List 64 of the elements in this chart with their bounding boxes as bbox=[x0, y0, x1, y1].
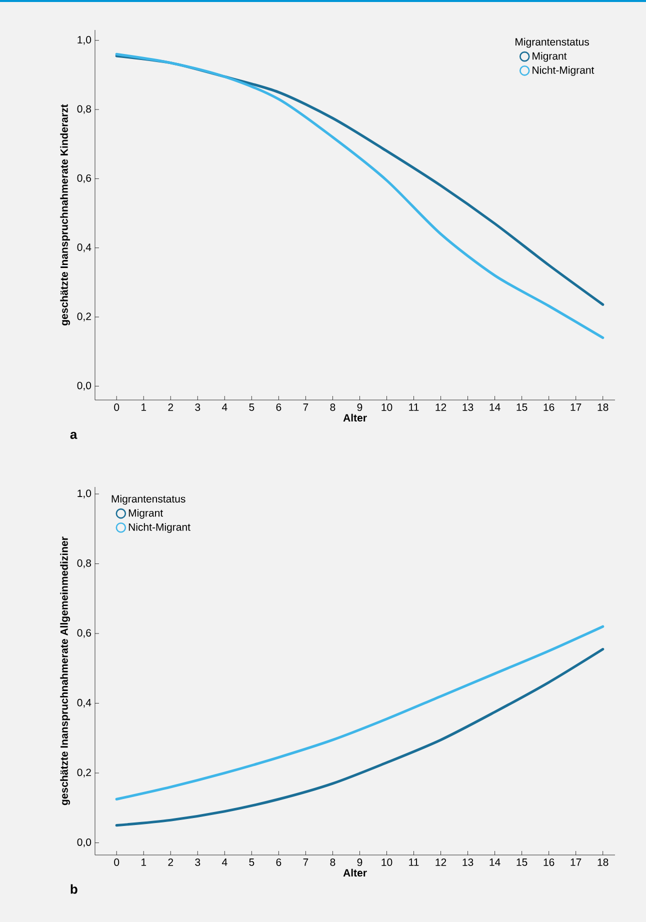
y-tick-label: 0,2 bbox=[77, 768, 91, 778]
y-tick-label: 1,0 bbox=[78, 36, 92, 45]
x-tick-label: 11 bbox=[409, 858, 419, 866]
y-tick-label: 0,8 bbox=[77, 105, 92, 114]
x-tick-label: 15 bbox=[516, 858, 528, 866]
legend-label: Migrant bbox=[128, 508, 163, 519]
x-tick-label: 6 bbox=[276, 858, 282, 866]
x-tick-label: 18 bbox=[598, 858, 608, 866]
x-tick-label: 7 bbox=[303, 858, 308, 866]
x-tick-label: 10 bbox=[382, 858, 392, 866]
x-tick-label: 12 bbox=[436, 404, 446, 411]
y-tick-label: 0,6 bbox=[77, 629, 92, 638]
text: a bbox=[70, 432, 78, 439]
x-tick-label: 7 bbox=[303, 404, 308, 411]
x-tick-label: 14 bbox=[490, 404, 500, 411]
x-tick-label: 9 bbox=[357, 404, 362, 411]
x-axis-title: Alter bbox=[343, 414, 367, 422]
x-tick-label: 13 bbox=[462, 404, 474, 411]
x-tick-label: 5 bbox=[249, 858, 254, 866]
x-tick-label: 8 bbox=[330, 404, 336, 411]
x-tick-label: 9 bbox=[357, 858, 362, 866]
x-tick-label: 2 bbox=[168, 404, 174, 411]
x-tick-label: 1 bbox=[142, 404, 146, 411]
x-tick-label: 0 bbox=[114, 404, 120, 411]
line-series bbox=[115, 648, 604, 827]
x-tick-label: 4 bbox=[222, 404, 228, 411]
x-tick-label: 13 bbox=[462, 858, 474, 866]
legend-title: Migrantenstatus bbox=[516, 38, 590, 48]
x-tick-label: 8 bbox=[330, 858, 336, 866]
legend-label: Migrant bbox=[532, 52, 567, 62]
x-tick-label: 15 bbox=[516, 404, 528, 411]
text: b bbox=[70, 884, 78, 894]
line-series bbox=[115, 625, 604, 800]
x-tick-label: 11 bbox=[409, 404, 419, 411]
y-tick-label: 0,6 bbox=[77, 174, 92, 184]
x-tick-label: 16 bbox=[544, 858, 554, 866]
y-tick-label: 0,8 bbox=[77, 559, 92, 568]
y-axis-title: geschätzte Inanspruchnahmerate Kinderarzt bbox=[60, 104, 70, 326]
x-tick-label: 10 bbox=[382, 404, 392, 411]
y-tick-label: 1,0 bbox=[78, 490, 92, 498]
x-tick-label: 1 bbox=[142, 858, 146, 866]
legend-label: Nicht-Migrant bbox=[532, 66, 594, 76]
x-tick-label: 17 bbox=[570, 404, 582, 411]
x-tick-label: 18 bbox=[598, 404, 608, 411]
y-axis-title: geschätzte Inanspruchnahmerate Allgemeinmediziner bbox=[60, 536, 70, 806]
x-axis-title: Alter bbox=[343, 868, 367, 877]
x-tick-label: 16 bbox=[544, 404, 554, 411]
x-tick-label: 3 bbox=[195, 858, 200, 866]
y-tick-label: 0,2 bbox=[77, 312, 91, 322]
x-tick-label: 17 bbox=[570, 858, 582, 866]
y-tick-label: 0,0 bbox=[77, 838, 92, 848]
x-tick-label: 4 bbox=[222, 858, 228, 866]
y-tick-label: 0,4 bbox=[77, 698, 92, 708]
x-tick-label: 0 bbox=[114, 858, 120, 866]
x-tick-label: 5 bbox=[249, 404, 254, 411]
legend-label: Nicht-Migrant bbox=[128, 523, 190, 533]
legend-title: Migrantenstatus bbox=[112, 494, 186, 505]
y-tick-label: 0,0 bbox=[77, 382, 92, 391]
x-tick-label: 14 bbox=[490, 858, 500, 866]
x-tick-label: 3 bbox=[195, 404, 200, 411]
x-tick-label: 6 bbox=[276, 404, 282, 411]
y-tick-label: 0,4 bbox=[77, 244, 92, 252]
x-tick-label: 12 bbox=[436, 858, 446, 866]
x-tick-label: 2 bbox=[168, 858, 174, 866]
